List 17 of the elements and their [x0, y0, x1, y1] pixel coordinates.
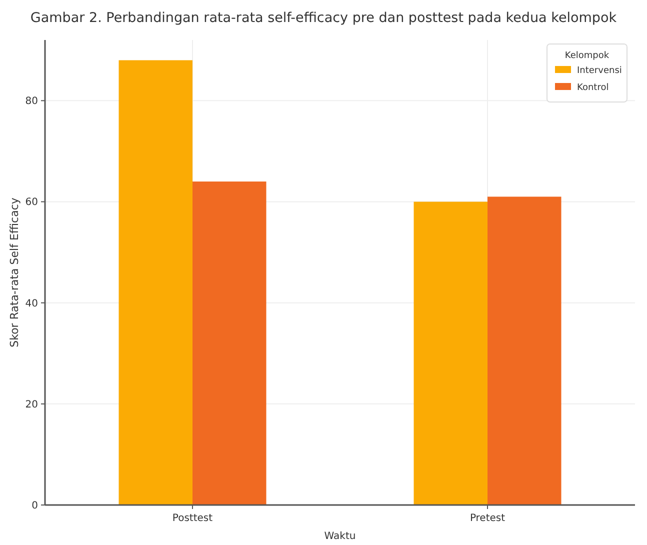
bar	[488, 196, 562, 505]
y-axis-title: Skor Rata-rata Self Efficacy	[8, 197, 21, 348]
legend-label: Intervensi	[577, 66, 622, 76]
chart-title: Gambar 2. Perbandingan rata-rata self-efficacy pre dan posttest pada kedua kelompok	[30, 10, 617, 26]
y-tick-label: 80	[25, 96, 38, 108]
y-tick-label: 20	[25, 399, 38, 410]
legend-title: Kelompok	[564, 51, 610, 61]
bar	[414, 202, 488, 505]
x-tick-label: Pretest	[470, 513, 506, 524]
bar	[192, 182, 266, 505]
x-axis-title: Waktu	[324, 531, 356, 542]
legend-label: Kontrol	[577, 83, 609, 94]
y-tick-label: 0	[32, 500, 38, 512]
bar	[118, 60, 192, 505]
y-tick-label: 40	[25, 298, 38, 310]
x-tick-label: Posttest	[172, 513, 213, 524]
y-tick-label: 60	[25, 197, 38, 208]
